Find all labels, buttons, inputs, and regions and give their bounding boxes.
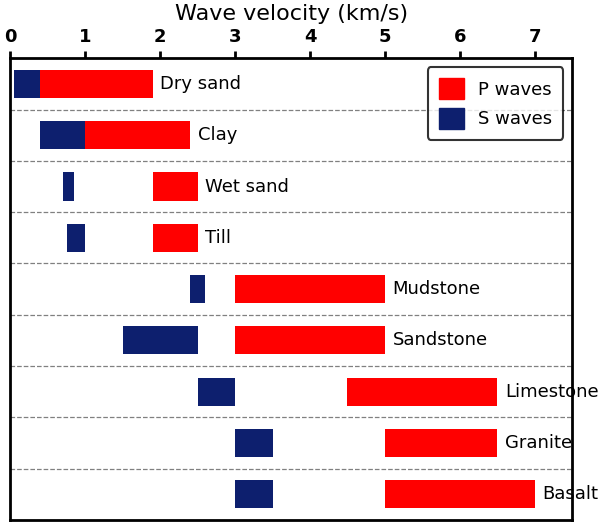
Text: Sandstone: Sandstone [392, 331, 487, 350]
Text: Limestone: Limestone [504, 383, 598, 401]
Title: Wave velocity (km/s): Wave velocity (km/s) [175, 4, 408, 24]
Bar [40, 70, 153, 98]
Bar [123, 326, 197, 354]
Bar [235, 429, 273, 457]
Bar [78, 121, 190, 149]
Text: Wet sand: Wet sand [205, 178, 289, 195]
Bar [385, 429, 497, 457]
Bar [235, 275, 385, 303]
Bar [153, 224, 197, 252]
Bar [190, 275, 205, 303]
Bar [40, 121, 85, 149]
Bar [14, 70, 40, 98]
Bar [348, 377, 497, 406]
Bar [235, 326, 385, 354]
Bar [67, 224, 85, 252]
Text: Mudstone: Mudstone [392, 280, 481, 298]
Bar [235, 480, 273, 508]
Bar [197, 377, 235, 406]
Bar [153, 172, 197, 201]
Legend: P waves, S waves: P waves, S waves [428, 67, 563, 140]
Text: Clay: Clay [197, 126, 237, 144]
Bar [63, 172, 74, 201]
Bar [385, 480, 535, 508]
Text: Basalt: Basalt [543, 485, 598, 503]
Text: Granite: Granite [504, 434, 572, 452]
Text: Dry sand: Dry sand [160, 75, 242, 93]
Text: Till: Till [205, 229, 231, 247]
